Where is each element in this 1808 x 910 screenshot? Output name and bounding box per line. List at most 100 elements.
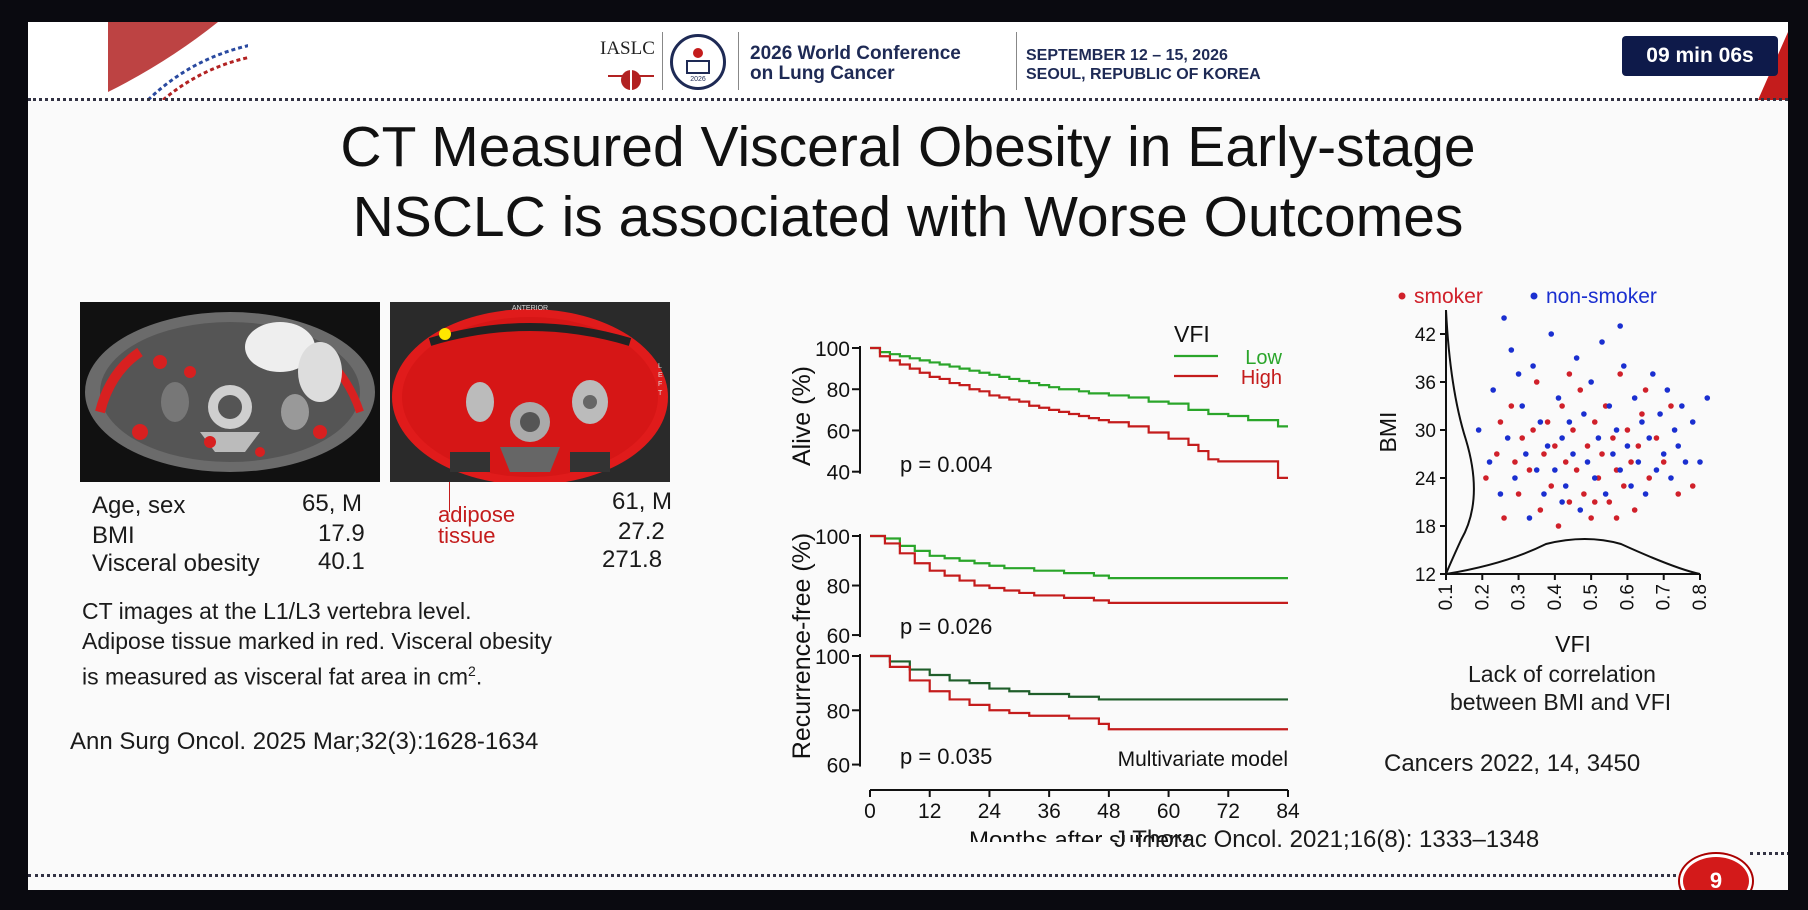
banner-graphic-left — [108, 22, 269, 102]
scatter-point-non-smoker — [1570, 451, 1576, 457]
scatter-point-non-smoker — [1497, 491, 1504, 497]
scatter-point-smoker — [1621, 483, 1627, 489]
vfi-density-curve — [1445, 538, 1701, 575]
scatter-point-non-smoker — [1526, 515, 1533, 521]
scatter-point-smoker — [1566, 371, 1573, 377]
scatter-point-non-smoker — [1671, 427, 1678, 433]
scatter-point-non-smoker — [1573, 355, 1580, 361]
banner-divider — [1016, 32, 1017, 90]
scatter-point-non-smoker — [1519, 403, 1525, 409]
scatter-point-non-smoker — [1628, 483, 1634, 489]
scatter-point-smoker — [1559, 403, 1565, 409]
conference-name-line2: on Lung Cancer — [750, 63, 895, 84]
scatter-y-tick-label: 12 — [1415, 565, 1436, 586]
scatter-point-non-smoker — [1562, 483, 1569, 489]
scatter-point-smoker — [1570, 427, 1576, 433]
scatter-point-smoker — [1544, 419, 1551, 425]
scatter-point-smoker — [1642, 387, 1649, 393]
scatter-point-non-smoker — [1555, 395, 1562, 401]
scatter-point-non-smoker — [1689, 419, 1696, 425]
p-value-label: p = 0.035 — [900, 744, 992, 769]
legend-label-high: High — [1241, 367, 1282, 389]
y-tick-label: 60 — [827, 755, 850, 778]
scatter-point-smoker — [1483, 475, 1489, 481]
scatter-point-non-smoker — [1595, 435, 1602, 441]
presentation-timer: 09 min 06s — [1622, 36, 1778, 76]
patient2-visceral: 271.8 — [602, 546, 663, 573]
scatter-point-non-smoker — [1559, 499, 1565, 505]
scatter-point-non-smoker — [1552, 467, 1558, 473]
scatter-point-smoker — [1581, 491, 1587, 497]
wclc-seal-icon: 2026 — [670, 34, 726, 90]
scatter-point-non-smoker — [1639, 419, 1645, 425]
scatter-point-non-smoker — [1486, 459, 1493, 465]
x-tick-label: 60 — [1157, 800, 1180, 823]
ct-anterior-label: ANTERIOR — [512, 305, 548, 312]
y-tick-label: 100 — [815, 646, 850, 669]
km-curve-high — [870, 346, 1288, 479]
scatter-point-non-smoker — [1541, 491, 1547, 497]
scatter-x-tick-label: 0.4 — [1545, 584, 1566, 611]
scatter-x-tick-label: 0.6 — [1617, 584, 1638, 610]
scatter-point-non-smoker — [1624, 443, 1631, 449]
km-curve-high — [870, 654, 1288, 731]
scatter-point-non-smoker — [1504, 435, 1511, 441]
ct-caption-line3-wrap: is measured as visceral fat area in cm2. — [82, 656, 552, 692]
banner-divider — [738, 32, 739, 90]
y-tick-label: 80 — [827, 379, 850, 402]
scatter-x-tick-label: 0.7 — [1654, 584, 1675, 610]
scatter-point-non-smoker — [1682, 459, 1689, 465]
scatter-point-non-smoker — [1679, 403, 1685, 409]
scatter-point-non-smoker — [1584, 459, 1591, 465]
scatter-x-tick-label: 0.1 — [1436, 584, 1457, 610]
ct-left-label: LEFT — [658, 363, 663, 397]
scatter-point-non-smoker — [1635, 459, 1642, 465]
scatter-y-axis-title: BMI — [1375, 412, 1401, 453]
scatter-point-smoker — [1584, 443, 1591, 449]
scatter-point-smoker — [1599, 451, 1605, 457]
ct-caption-line2: Adipose tissue marked in red. Visceral o… — [82, 628, 553, 654]
scatter-point-smoker — [1519, 435, 1525, 441]
scatter-point-smoker — [1660, 459, 1667, 465]
adipose-label-line1: adipose — [438, 502, 516, 527]
scatter-point-smoker — [1689, 483, 1696, 489]
y-axis-title-alive: Alive (%) — [788, 366, 816, 466]
banner-divider — [662, 32, 663, 90]
patient1-age-sex: 65, M — [302, 490, 363, 517]
right-caption-line2: between BMI and VFI — [1450, 689, 1672, 715]
scatter-point-non-smoker — [1657, 411, 1663, 417]
patient2-bmi: 27.2 — [618, 518, 665, 545]
scatter-point-smoker — [1591, 419, 1598, 425]
scatter-point-smoker — [1508, 403, 1515, 409]
ct-image-patient2: ANTERIOR LEFT — [390, 302, 670, 482]
scatter-x-tick-label: 0.3 — [1509, 584, 1530, 610]
iaslc-text: IASLC — [600, 38, 655, 59]
scatter-point-smoker — [1613, 515, 1620, 521]
scatter-point-non-smoker — [1617, 467, 1623, 473]
scatter-point-non-smoker — [1704, 395, 1711, 401]
scatter-point-smoker — [1533, 379, 1540, 385]
scatter-legend-label-non-smoker: non-smoker — [1546, 285, 1657, 308]
footer-dotted-rule-right — [1750, 852, 1788, 855]
left-citation: Ann Surg Oncol. 2025 Mar;32(3):1628-1634 — [70, 728, 539, 755]
scatter-y-tick-label: 30 — [1415, 421, 1436, 442]
scatter-point-smoker — [1610, 435, 1616, 441]
km-curve-low — [870, 346, 1288, 428]
y-tick-label: 100 — [815, 338, 850, 361]
scatter-point-smoker — [1639, 411, 1645, 417]
footer-dotted-rule — [28, 874, 1688, 877]
scatter-point-non-smoker — [1613, 427, 1620, 433]
scatter-point-smoker — [1573, 467, 1580, 473]
right-caption-line1: Lack of correlation — [1468, 661, 1656, 687]
scatter-point-non-smoker — [1606, 403, 1613, 409]
scatter-y-tick-label: 42 — [1415, 325, 1436, 346]
scatter-point-smoker — [1512, 459, 1518, 465]
iaslc-logo-icon — [606, 62, 656, 92]
scatter-point-smoker — [1624, 427, 1631, 433]
scatter-point-non-smoker — [1653, 467, 1660, 473]
scatter-point-non-smoker — [1559, 435, 1565, 441]
scatter-point-smoker — [1501, 515, 1507, 521]
x-tick-label: 84 — [1276, 800, 1300, 823]
scatter-y-tick-label: 36 — [1415, 373, 1436, 394]
scatter-point-smoker — [1668, 403, 1674, 409]
